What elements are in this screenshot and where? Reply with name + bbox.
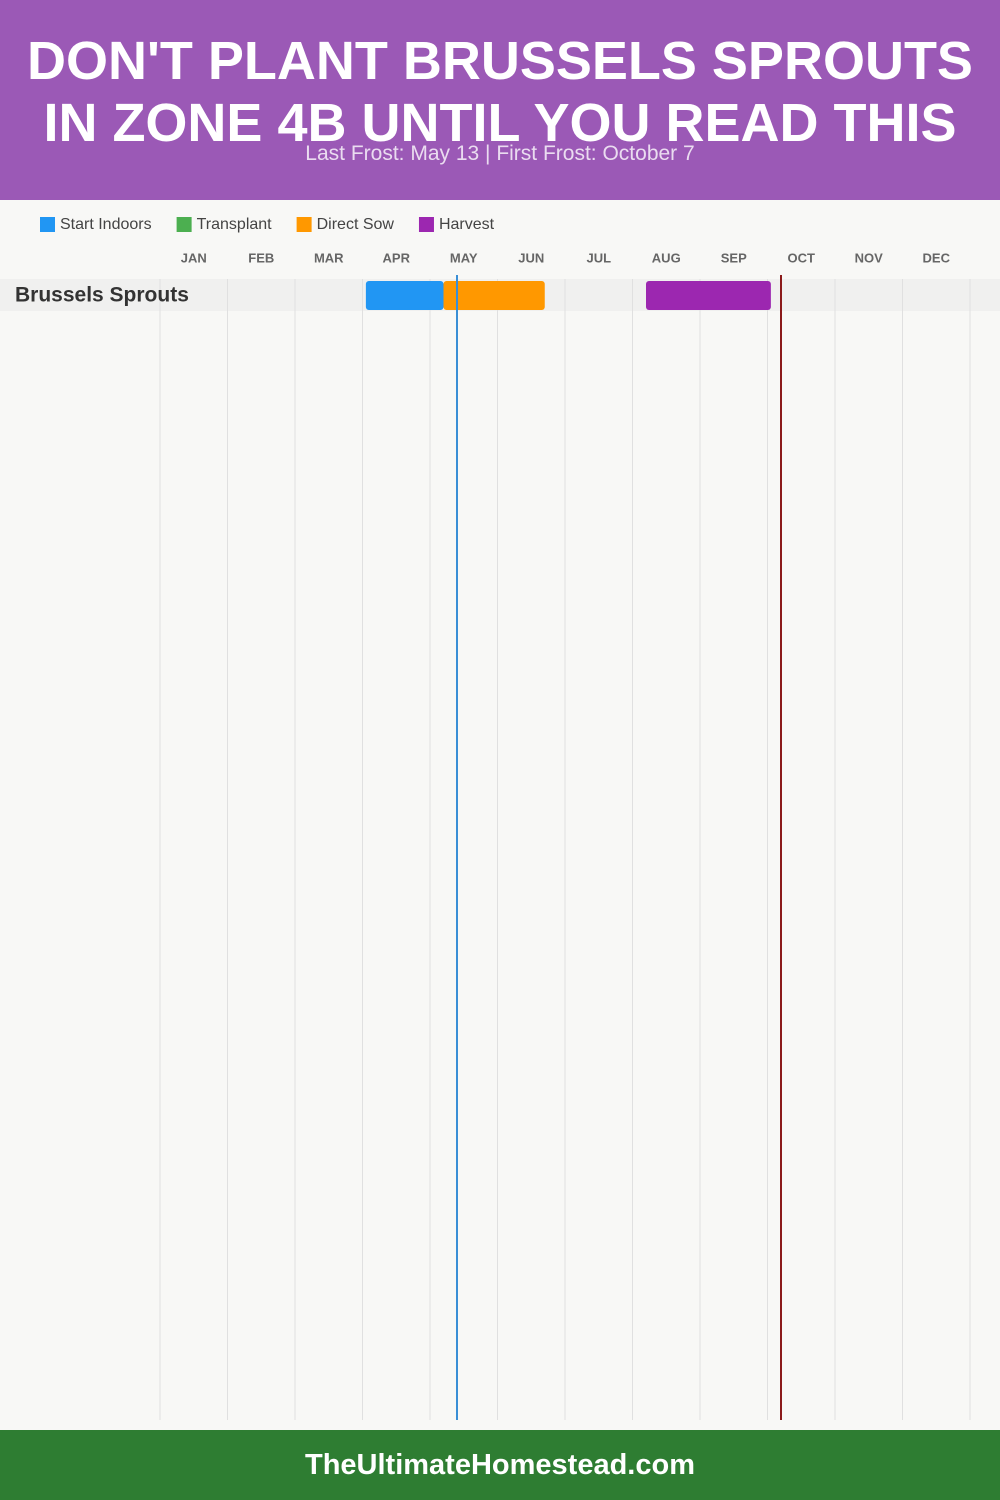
legend-label: Direct Sow xyxy=(317,216,395,233)
month-label: APR xyxy=(383,250,411,265)
header: DON'T PLANT BRUSSELS SPROUTS IN ZONE 4B … xyxy=(0,0,1000,200)
month-label: FEB xyxy=(248,250,274,265)
legend-label: Transplant xyxy=(197,216,273,233)
legend-swatch xyxy=(296,217,312,232)
month-label: MAY xyxy=(450,250,478,265)
legend-swatch xyxy=(418,217,434,232)
month-label: JUN xyxy=(518,250,544,265)
gantt-bar xyxy=(365,281,444,310)
month-label: JAN xyxy=(181,250,207,265)
gantt-bar xyxy=(443,281,545,310)
chart-subtitle: Last Frost: May 13 | First Frost: Octobe… xyxy=(305,142,695,165)
chart: Start Indoors Transplant Direct Sow Harvest… xyxy=(0,216,1000,1420)
legend-swatch xyxy=(176,217,192,232)
month-label: NOV xyxy=(855,250,884,265)
month-label: DEC xyxy=(923,250,951,265)
gantt-bar xyxy=(646,281,771,310)
month-label: SEP xyxy=(721,250,747,265)
legend-label: Harvest xyxy=(439,216,495,233)
row-label: Brussels Sprouts xyxy=(15,284,189,307)
month-label: OCT xyxy=(788,250,816,265)
month-label: AUG xyxy=(652,250,681,265)
legend-swatch xyxy=(40,217,55,232)
legend-label: Start Indoors xyxy=(60,216,152,233)
month-label: JUL xyxy=(586,250,611,265)
chart-title: DON'T PLANT BRUSSELS SPROUTS IN ZONE 4B … xyxy=(27,31,973,153)
month-label: MAR xyxy=(314,250,344,265)
footer: TheUltimateHomestead.com xyxy=(0,1430,1000,1500)
